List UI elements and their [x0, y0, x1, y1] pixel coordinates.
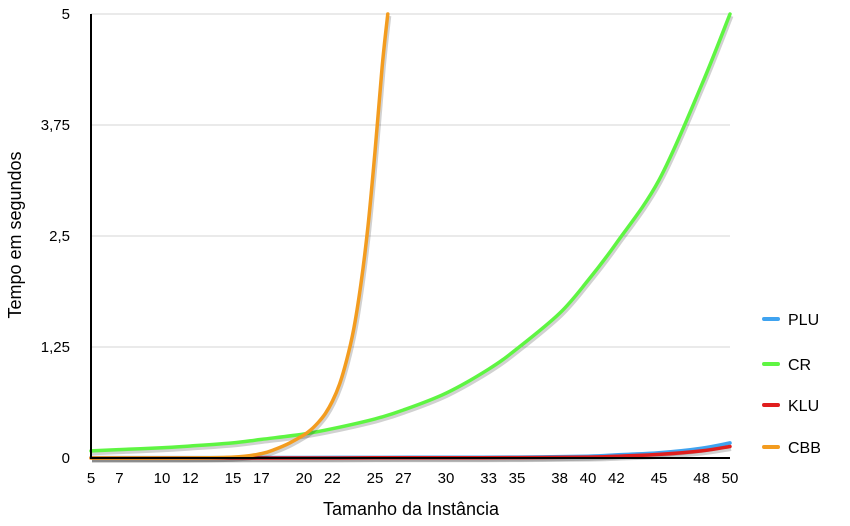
series-shadow-cr: [91, 15, 734, 456]
y-tick-label: 3,75: [41, 117, 70, 134]
y-axis-title: Tempo em segundos: [5, 151, 25, 318]
legend-label-cbb: CBB: [788, 440, 821, 457]
x-tick-label: 20: [296, 470, 313, 487]
x-tick-label: 17: [253, 470, 270, 487]
x-axis-title: Tamanho da Instância: [323, 499, 500, 519]
x-tick-label: 40: [580, 470, 597, 487]
series-lines: [89, 12, 734, 463]
legend: PLU CR KLU CBB: [762, 312, 821, 457]
x-tick-label: 27: [395, 470, 412, 487]
x-axis-ticks: 5 7 10 12 15 17 20 22 25 27 30 33 35 38 40 42 45 48 50: [87, 470, 739, 487]
x-tick-label: 7: [115, 470, 123, 487]
x-tick-label: 45: [651, 470, 668, 487]
x-tick-label: 50: [722, 470, 739, 487]
x-tick-label: 33: [480, 470, 497, 487]
y-tick-label: 2,5: [49, 228, 70, 245]
x-tick-label: 25: [367, 470, 384, 487]
y-tick-label: 0: [62, 450, 70, 467]
x-tick-label: 5: [87, 470, 95, 487]
x-tick-label: 15: [225, 470, 242, 487]
x-tick-label: 22: [324, 470, 341, 487]
x-tick-label: 10: [154, 470, 171, 487]
y-tick-label: 1,25: [41, 339, 70, 356]
x-tick-label: 30: [438, 470, 455, 487]
series-shadow-cbb: [91, 15, 392, 463]
legend-label-cr: CR: [788, 357, 811, 374]
gridlines: [91, 13, 730, 348]
y-tick-label: 5: [62, 6, 70, 23]
series-shadow-klu: [91, 446, 732, 463]
x-tick-label: 38: [551, 470, 568, 487]
x-tick-label: 35: [509, 470, 526, 487]
y-axis-ticks: 0 1,25 2,5 3,75 5: [41, 6, 70, 467]
x-tick-label: 12: [182, 470, 199, 487]
x-tick-label: 42: [608, 470, 625, 487]
x-tick-label: 48: [693, 470, 710, 487]
legend-label-plu: PLU: [788, 312, 819, 329]
series-line-cr: [89, 12, 732, 453]
axes: [90, 14, 730, 459]
legend-label-klu: KLU: [788, 398, 819, 415]
series-line-cbb: [89, 12, 390, 460]
